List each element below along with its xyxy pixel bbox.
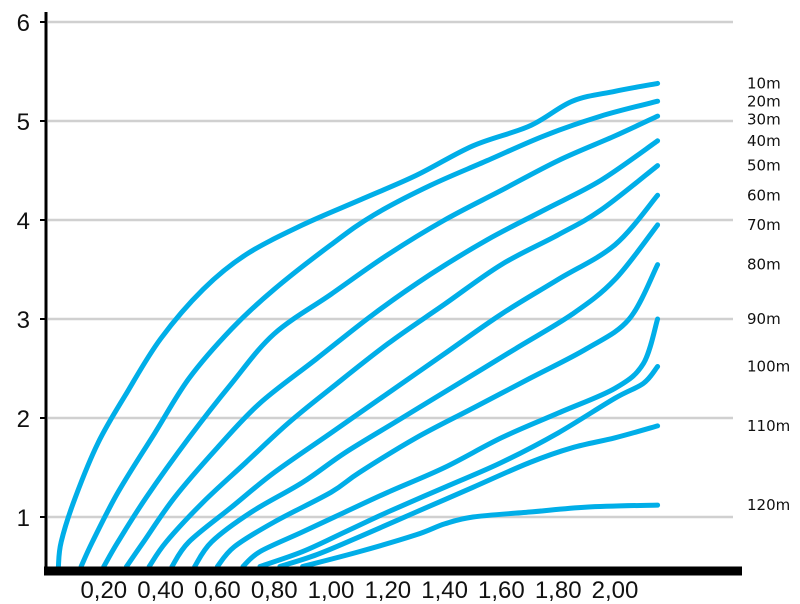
tick-labels: 1 2 3 4 5 6 0,20 0,40 0,60 0,80 1,00 1,20 1,40 1,60 1,… [17,10,639,604]
series-line-30m [101,113,661,569]
series-label: 120m [747,496,790,514]
series-label: 70m [747,216,781,234]
series-label: 100m [747,358,790,376]
series-label: 30m [747,110,781,128]
series-label: 90m [747,310,781,328]
y-tick-label: 3 [17,307,30,334]
x-tick-label: 0,60 [194,577,241,604]
x-tick-label: 0,20 [80,577,127,604]
x-tick-label: 0,80 [251,577,298,604]
series-line-110m [277,423,661,569]
series-line-50m [146,163,661,569]
x-tick-label: 1,40 [421,577,468,604]
x-tick-label: 1,20 [364,577,411,604]
y-tick-label: 5 [17,109,30,136]
series-label: 40m [747,132,781,150]
series-line-90m [240,316,661,569]
series-label: 20m [747,92,781,110]
x-tick-label: 2,00 [592,577,639,604]
x-tick-label: 1,80 [535,577,582,604]
x-tick-label: 1,60 [478,577,525,604]
series-label: 60m [747,186,781,204]
y-tick-label: 1 [17,505,30,532]
series-lines [55,80,661,569]
y-tick-label: 6 [17,10,30,37]
y-tick-label: 4 [17,208,30,235]
series-line-100m [257,364,661,569]
series-line-10m [55,80,661,569]
series-label: 80m [747,256,781,274]
series-label: 50m [747,157,781,175]
series-line-40m [124,138,661,569]
x-tick-label: 0,40 [137,577,184,604]
series-line-60m [169,192,661,569]
axes [44,12,742,576]
series-line-70m [192,222,661,569]
series-line-20m [78,98,661,569]
series-label: 10m [747,74,781,92]
series-line-80m [214,262,661,569]
series-line-120m [300,502,661,569]
series-label: 110m [747,417,790,435]
y-tick-label: 2 [17,406,30,433]
x-tick-label: 1,00 [308,577,355,604]
